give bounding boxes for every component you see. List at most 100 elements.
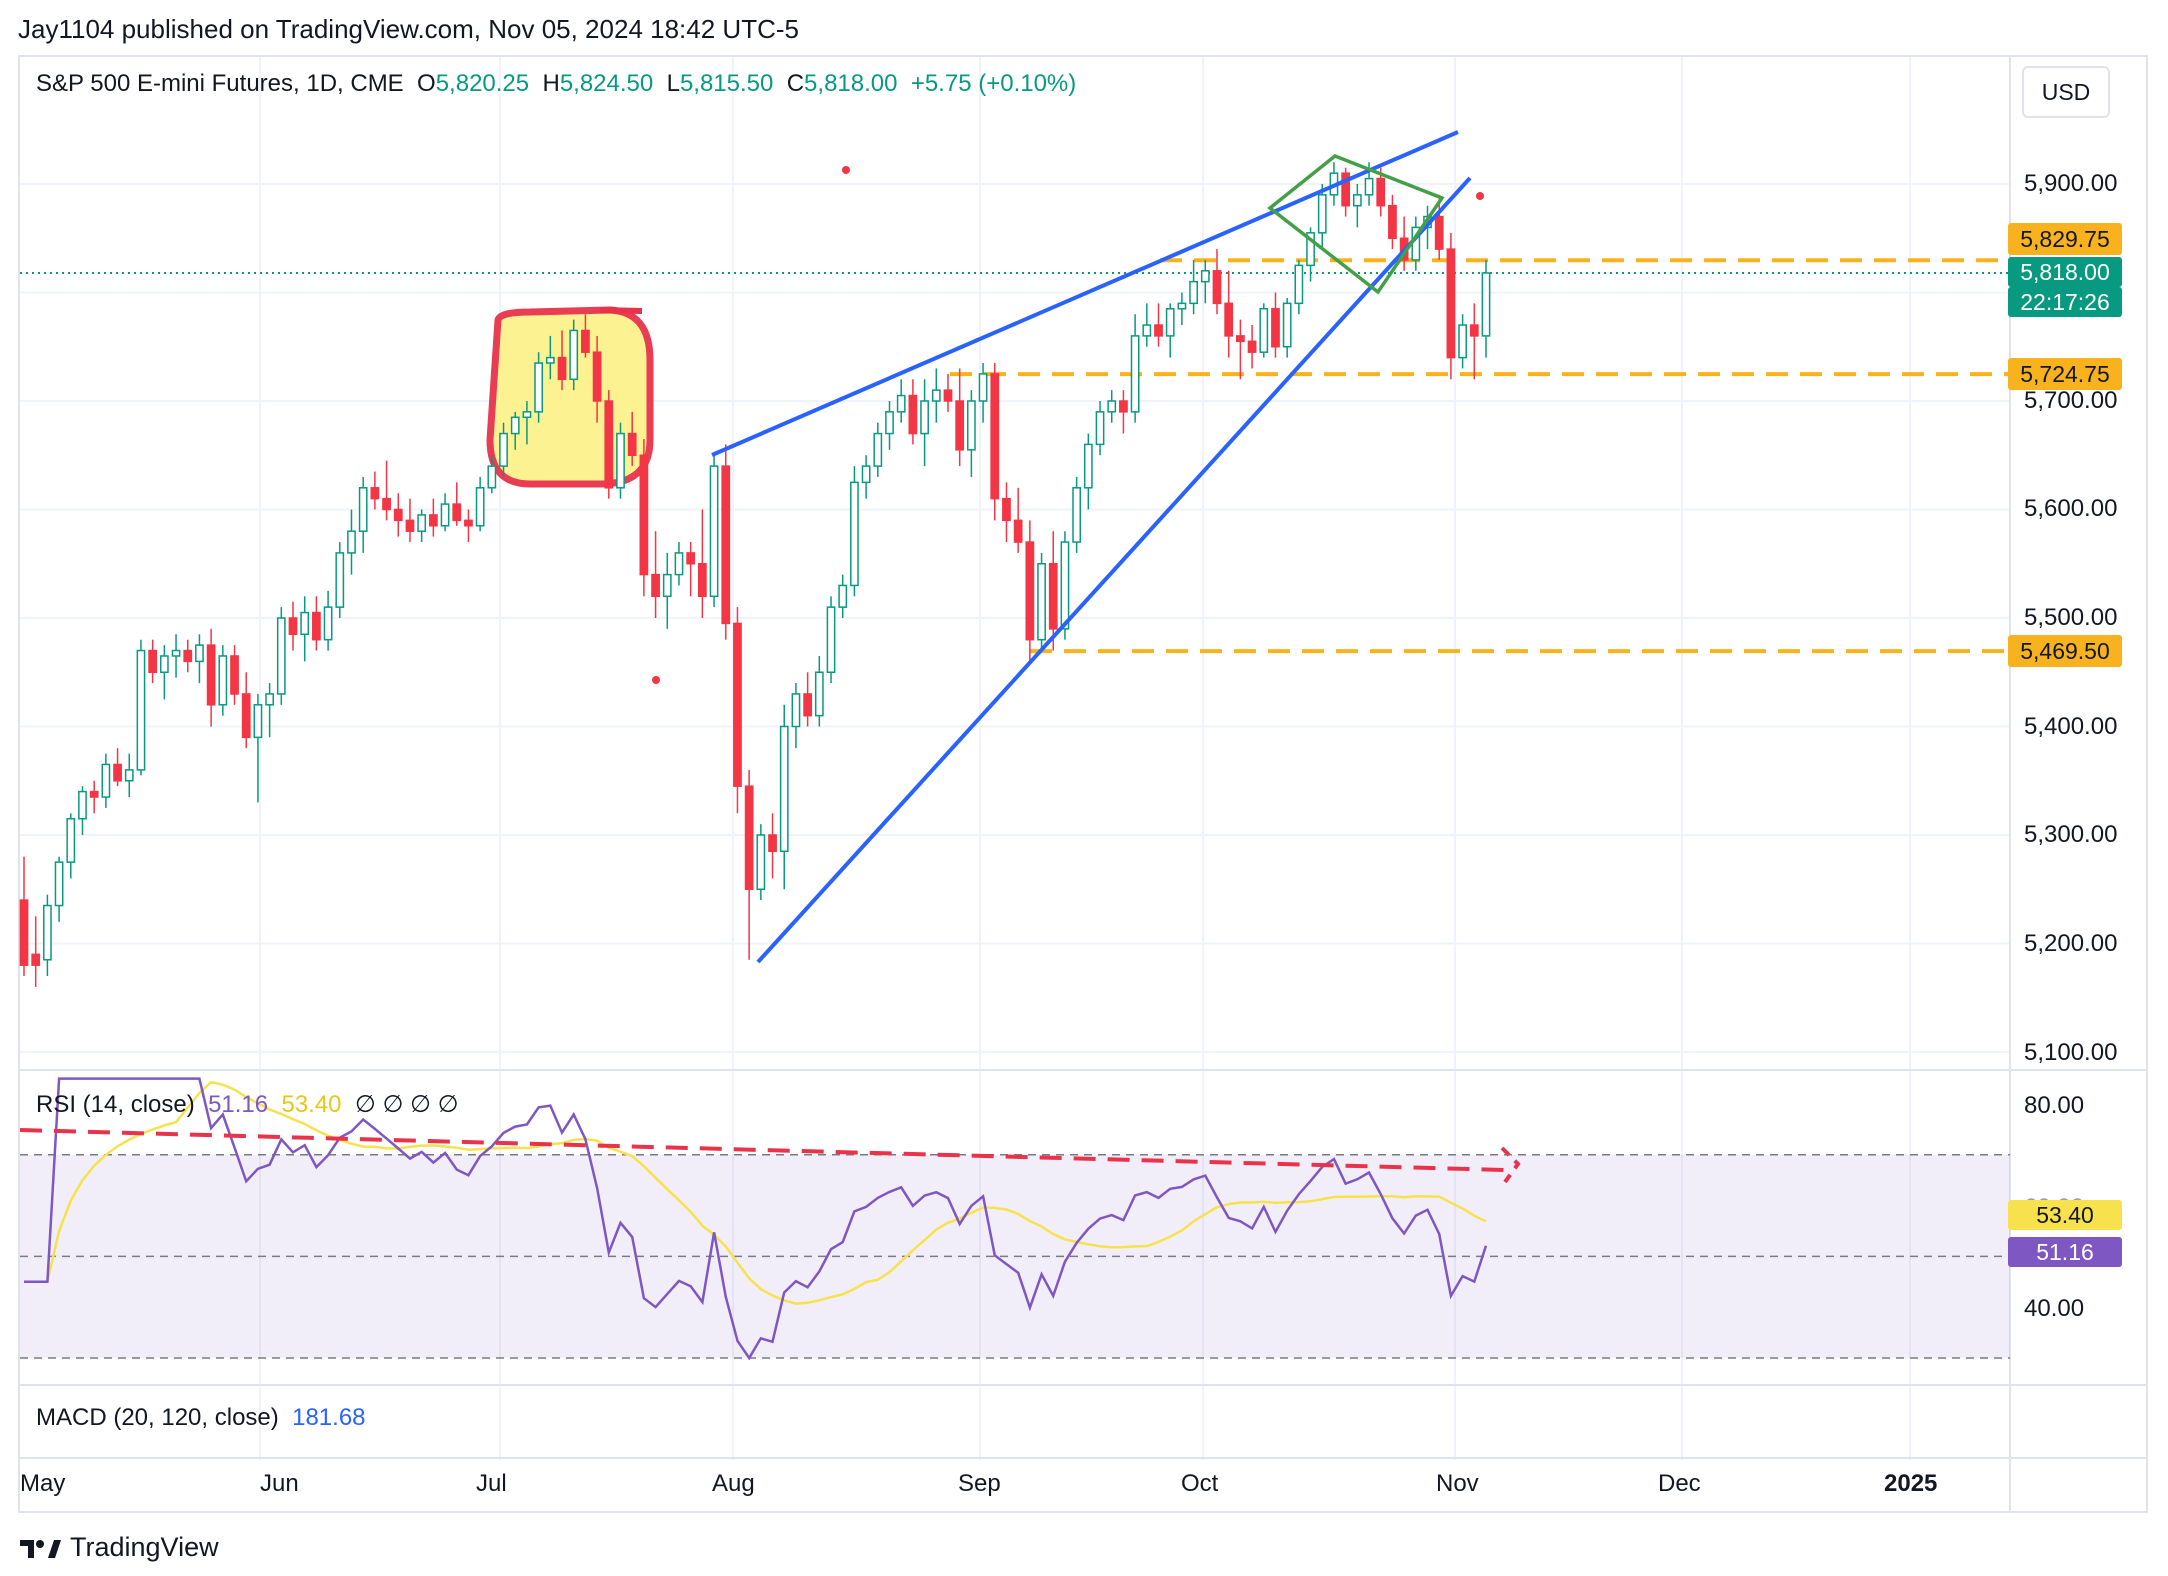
symbol-legend: S&P 500 E-mini Futures, 1D, CME O5,820.2… — [36, 70, 1076, 98]
candle-body — [557, 356, 567, 381]
candle-body — [89, 790, 99, 798]
candle-body — [756, 834, 766, 890]
candle-body — [569, 329, 579, 381]
candle-body — [312, 611, 321, 641]
open-value: 5,820.25 — [435, 70, 530, 97]
y-tick-label: 5,300.00 — [2024, 821, 2118, 848]
macd-legend: MACD (20, 120, close) 181.68 — [36, 1404, 366, 1432]
rsi-value-badge: 51.16 — [2008, 1237, 2122, 1267]
x-tick-label: Jun — [260, 1470, 299, 1497]
signal-dot — [842, 166, 850, 174]
candle-body — [522, 411, 532, 419]
candle-body — [873, 432, 883, 467]
candle-body — [1364, 177, 1374, 196]
candle-body — [885, 411, 894, 435]
candle-body — [405, 519, 415, 532]
candle-body — [931, 389, 941, 402]
candle-body — [1259, 308, 1269, 353]
candle-body — [288, 617, 298, 636]
y-tick-label: 5,200.00 — [2024, 930, 2118, 957]
candle-body — [43, 904, 52, 961]
macd-title[interactable]: MACD (20, 120, close) — [36, 1404, 279, 1431]
candle-body — [908, 394, 918, 435]
candle-body — [300, 611, 310, 636]
candle-body — [1341, 172, 1351, 207]
candle-body — [1060, 541, 1070, 630]
footer-brand-label: TradingView — [70, 1532, 219, 1562]
countdown-badge: 22:17:26 — [2008, 287, 2122, 317]
candle-body — [779, 725, 789, 853]
candle-body — [1177, 302, 1187, 310]
x-tick-label: Sep — [958, 1470, 1001, 1497]
candle-body — [1154, 324, 1163, 337]
candle-body — [850, 481, 859, 587]
candle-body — [393, 508, 403, 522]
candle-body — [990, 373, 1000, 500]
candle-body — [1376, 177, 1386, 207]
y-tick-label: 5,500.00 — [2024, 604, 2118, 631]
candle-body — [814, 671, 824, 717]
currency-button[interactable]: USD — [2022, 66, 2110, 118]
candle-body — [148, 649, 158, 673]
rsi-ma-badge: 53.40 — [2008, 1200, 2122, 1230]
diamond-pattern — [1267, 154, 1445, 295]
candle-body — [1025, 541, 1035, 641]
level-badge-mid: 5,724.75 — [2008, 358, 2122, 390]
candle-body — [358, 487, 368, 532]
candle-body — [604, 400, 614, 489]
candle-body — [896, 394, 906, 413]
low-value: 5,815.50 — [679, 70, 774, 97]
candle-body — [967, 400, 976, 451]
candle-body — [697, 563, 707, 598]
candle-body — [1434, 215, 1444, 250]
candle-body — [335, 552, 345, 608]
candle-body — [475, 487, 485, 527]
x-tick-label: 2025 — [1884, 1470, 1938, 1497]
candle-body — [499, 432, 508, 467]
candle-body — [1317, 194, 1327, 234]
rsi-tick-label: 40.00 — [2024, 1295, 2085, 1322]
candle-body — [1458, 324, 1467, 359]
candle-body — [639, 454, 649, 576]
candle-body — [1048, 563, 1058, 630]
symbol-title[interactable]: S&P 500 E-mini Futures, 1D, CME — [36, 70, 404, 97]
candle-body — [218, 655, 228, 706]
candle-body — [943, 389, 953, 402]
candle-body — [323, 606, 333, 641]
candle-body — [1165, 308, 1175, 337]
candle-body — [19, 899, 29, 966]
candle-body — [803, 693, 813, 717]
candle-body — [955, 400, 965, 451]
upper-trendline — [711, 130, 1459, 457]
footer-brand[interactable]: TradingView — [18, 1532, 219, 1563]
highlight-annotation-tail — [599, 307, 643, 314]
published-header: Jay1104 published on TradingView.com, No… — [18, 14, 799, 44]
candle-body — [1200, 270, 1210, 283]
candle-body — [1469, 324, 1479, 337]
candle-body — [581, 329, 590, 353]
candle-body — [1352, 194, 1362, 207]
rsi-line — [24, 1077, 1488, 1361]
x-tick-label: Nov — [1436, 1470, 1479, 1497]
candle-body — [276, 617, 286, 695]
candle-body — [1083, 443, 1093, 489]
candle-body — [417, 514, 427, 532]
candle-body — [768, 834, 777, 853]
candle-body — [183, 649, 193, 663]
rsi-divergence-arrow — [1500, 1146, 1521, 1184]
candle-body — [124, 769, 134, 782]
candle-body — [1189, 280, 1198, 305]
change-value: +5.75 (+0.10%) — [910, 70, 1077, 97]
rsi-ma-line — [24, 1080, 1487, 1305]
x-tick-label: Dec — [1658, 1470, 1701, 1497]
candle-body — [452, 503, 462, 522]
candle-body — [464, 519, 473, 527]
candle-body — [627, 432, 637, 456]
candle-body — [662, 573, 672, 598]
x-tick-label: Jul — [476, 1470, 507, 1497]
candle-body — [1002, 497, 1011, 522]
rsi-title[interactable]: RSI (14, close) — [36, 1091, 195, 1118]
candle-body — [195, 644, 204, 663]
y-tick-label: 5,100.00 — [2024, 1039, 2118, 1066]
